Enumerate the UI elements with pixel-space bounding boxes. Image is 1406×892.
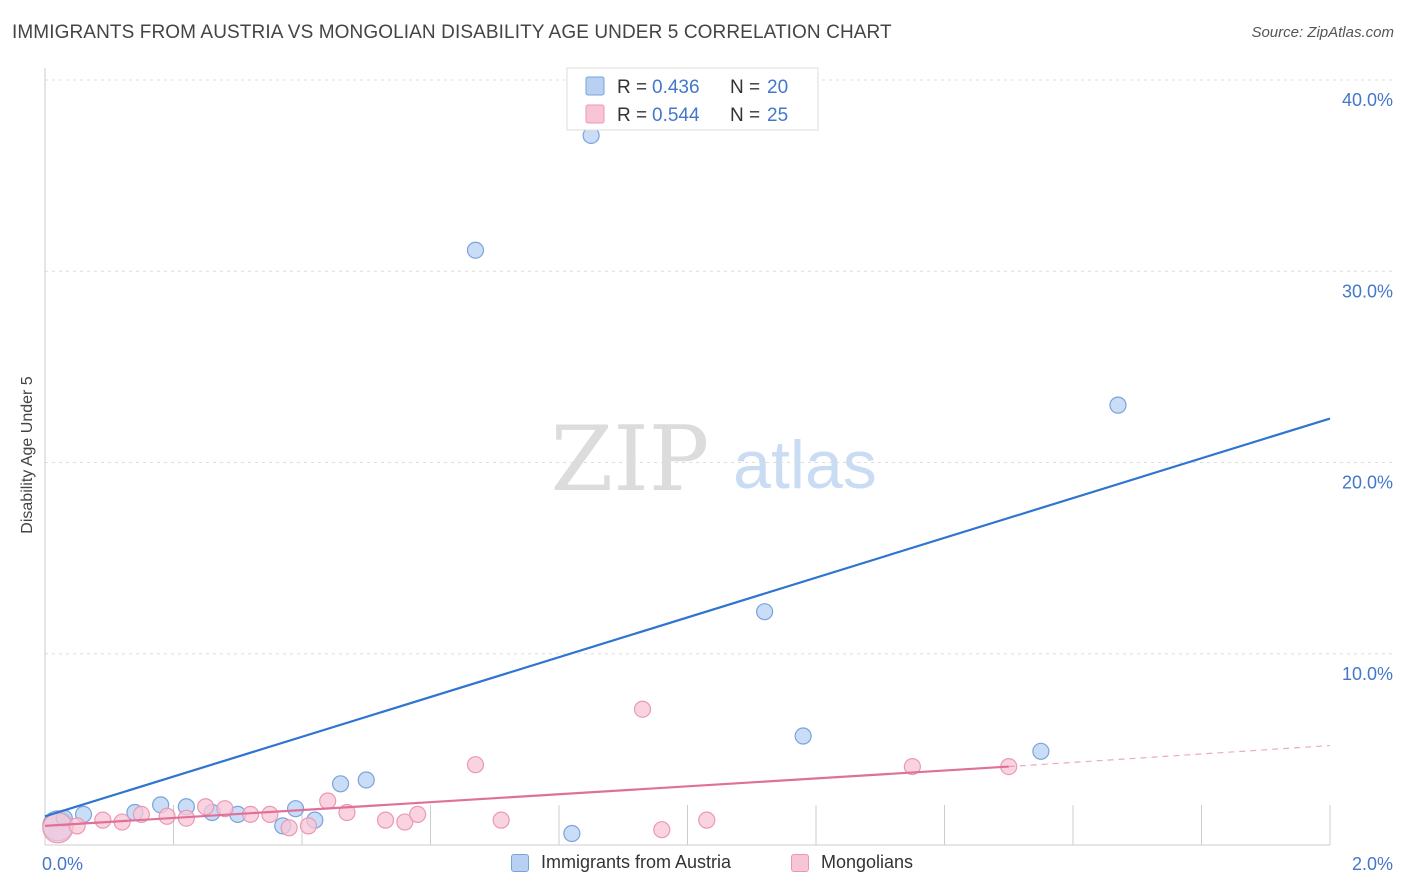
point-mongolians-2: [94, 811, 112, 829]
point-mongolians-10: [261, 805, 279, 824]
point-austria-8: [286, 800, 305, 818]
stats-r-label-austria: R =: [617, 77, 647, 98]
point-austria-15: [755, 603, 774, 621]
x-tick-label-max: 2.0%: [1352, 854, 1393, 874]
legend-label-austria: Immigrants from Austria: [541, 852, 732, 872]
point-mongolians-5: [158, 807, 176, 825]
trend-line-mongolians: [44, 765, 1009, 827]
legend-item-mongolians[interactable]: Mongolians: [791, 852, 913, 873]
stats-n-label-austria: N =: [730, 77, 760, 98]
stats-r-label-mongolians: R =: [617, 105, 647, 126]
stats-n-label-mongolians: N =: [730, 105, 760, 126]
point-austria-11: [357, 771, 375, 789]
point-mongolians-4: [132, 805, 150, 824]
stats-r-value-austria: 0.436: [652, 77, 700, 98]
trend-line-dashed-mongolians: [1008, 744, 1331, 768]
point-austria-12: [466, 241, 485, 259]
point-austria-10: [331, 775, 350, 793]
point-mongolians-7: [197, 798, 215, 816]
stats-r-value-mongolians: 0.544: [652, 105, 700, 126]
stats-n-value-mongolians: 25: [767, 105, 788, 126]
point-austria-16: [794, 727, 812, 745]
point-mongolians-11: [280, 819, 298, 837]
legend-swatch-mongolians: [791, 853, 809, 872]
point-mongolians-13: [319, 792, 337, 810]
point-mongolians-23: [903, 757, 921, 776]
point-mongolians-17: [409, 805, 427, 824]
point-mongolians-12: [299, 817, 318, 835]
point-mongolians-21: [653, 821, 671, 839]
chart-title: IMMIGRANTS FROM AUSTRIA VS MONGOLIAN DIS…: [12, 22, 892, 43]
point-mongolians-18: [466, 756, 485, 774]
point-austria-18: [1109, 396, 1127, 414]
stats-swatch-austria: [585, 76, 605, 96]
source-label: Source: ZipAtlas.com: [1251, 24, 1394, 41]
point-mongolians-1: [68, 817, 86, 835]
x-tick-label-min: 0.0%: [42, 854, 83, 874]
trend-line-austria: [44, 417, 1331, 818]
point-mongolians-20: [633, 700, 652, 718]
watermark-atlas: atlas: [733, 427, 877, 503]
bottom-legend: Immigrants from Austria Mongolians: [0, 852, 1406, 878]
y-tick-label-10: 10.0%: [1342, 664, 1393, 684]
point-mongolians-19: [492, 811, 510, 829]
y-tick-label-20: 20.0%: [1342, 473, 1393, 493]
point-austria-13: [563, 824, 581, 843]
y-tick-label-40: 40.0%: [1342, 90, 1393, 110]
point-mongolians-15: [376, 811, 395, 829]
point-austria-17: [1032, 742, 1050, 760]
y-tick-label-30: 30.0%: [1342, 281, 1393, 301]
stats-swatch-mongolians: [585, 104, 605, 124]
stats-n-value-austria: 20: [767, 77, 788, 98]
legend-item-austria[interactable]: Immigrants from Austria: [511, 852, 731, 873]
legend-label-mongolians: Mongolians: [821, 852, 914, 872]
watermark-zip: ZIP: [551, 407, 710, 512]
point-mongolians-16: [396, 813, 414, 831]
point-mongolians-8: [216, 800, 234, 818]
legend-swatch-austria: [511, 853, 529, 872]
stats-legend-box: [566, 67, 819, 131]
point-mongolians-0: [42, 812, 74, 844]
point-mongolians-22: [698, 811, 716, 829]
